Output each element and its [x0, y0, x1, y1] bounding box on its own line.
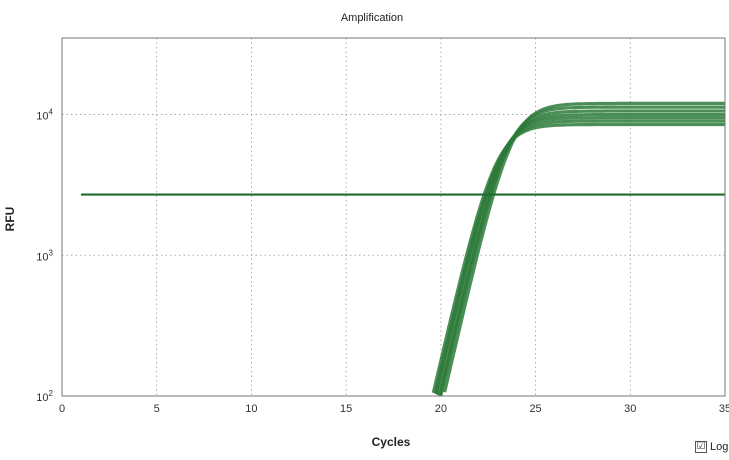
amplification-curve [436, 112, 726, 396]
y-tick-label: 102 [36, 389, 53, 404]
x-tick-labels: 0 5 10 15 20 25 30 35 [59, 403, 729, 415]
y-tick-label: 104 [36, 108, 53, 123]
log-label: Log [710, 441, 729, 453]
x-tick-label: 5 [154, 403, 160, 415]
amplification-curve [438, 109, 726, 396]
x-tick-label: 0 [59, 403, 65, 415]
amplification-curve [443, 101, 726, 393]
chart-title: Amplification [341, 12, 403, 24]
x-tick-label: 35 [719, 403, 729, 415]
x-tick-label: 20 [435, 403, 447, 415]
log-scale-toggle[interactable]: ☑ Log [695, 441, 728, 453]
log-checkbox[interactable]: ☑ [695, 441, 707, 453]
x-axis-label: Cycles [372, 435, 411, 449]
x-tick-label: 25 [529, 403, 541, 415]
amplification-curve [431, 122, 726, 394]
y-axis-label: RFU [3, 207, 17, 232]
y-tick-label: 103 [36, 248, 53, 263]
x-tick-label: 10 [245, 403, 257, 415]
plot-area-frame [61, 37, 726, 397]
y-tick-labels: 102 103 104 [36, 108, 53, 404]
x-tick-label: 30 [624, 403, 636, 415]
x-tick-label: 15 [340, 403, 352, 415]
amplification-curve [439, 105, 726, 397]
amplification-curve [433, 119, 726, 394]
amplification-curve [434, 116, 726, 395]
grid-lines [62, 38, 725, 396]
amplification-curves [431, 101, 726, 397]
